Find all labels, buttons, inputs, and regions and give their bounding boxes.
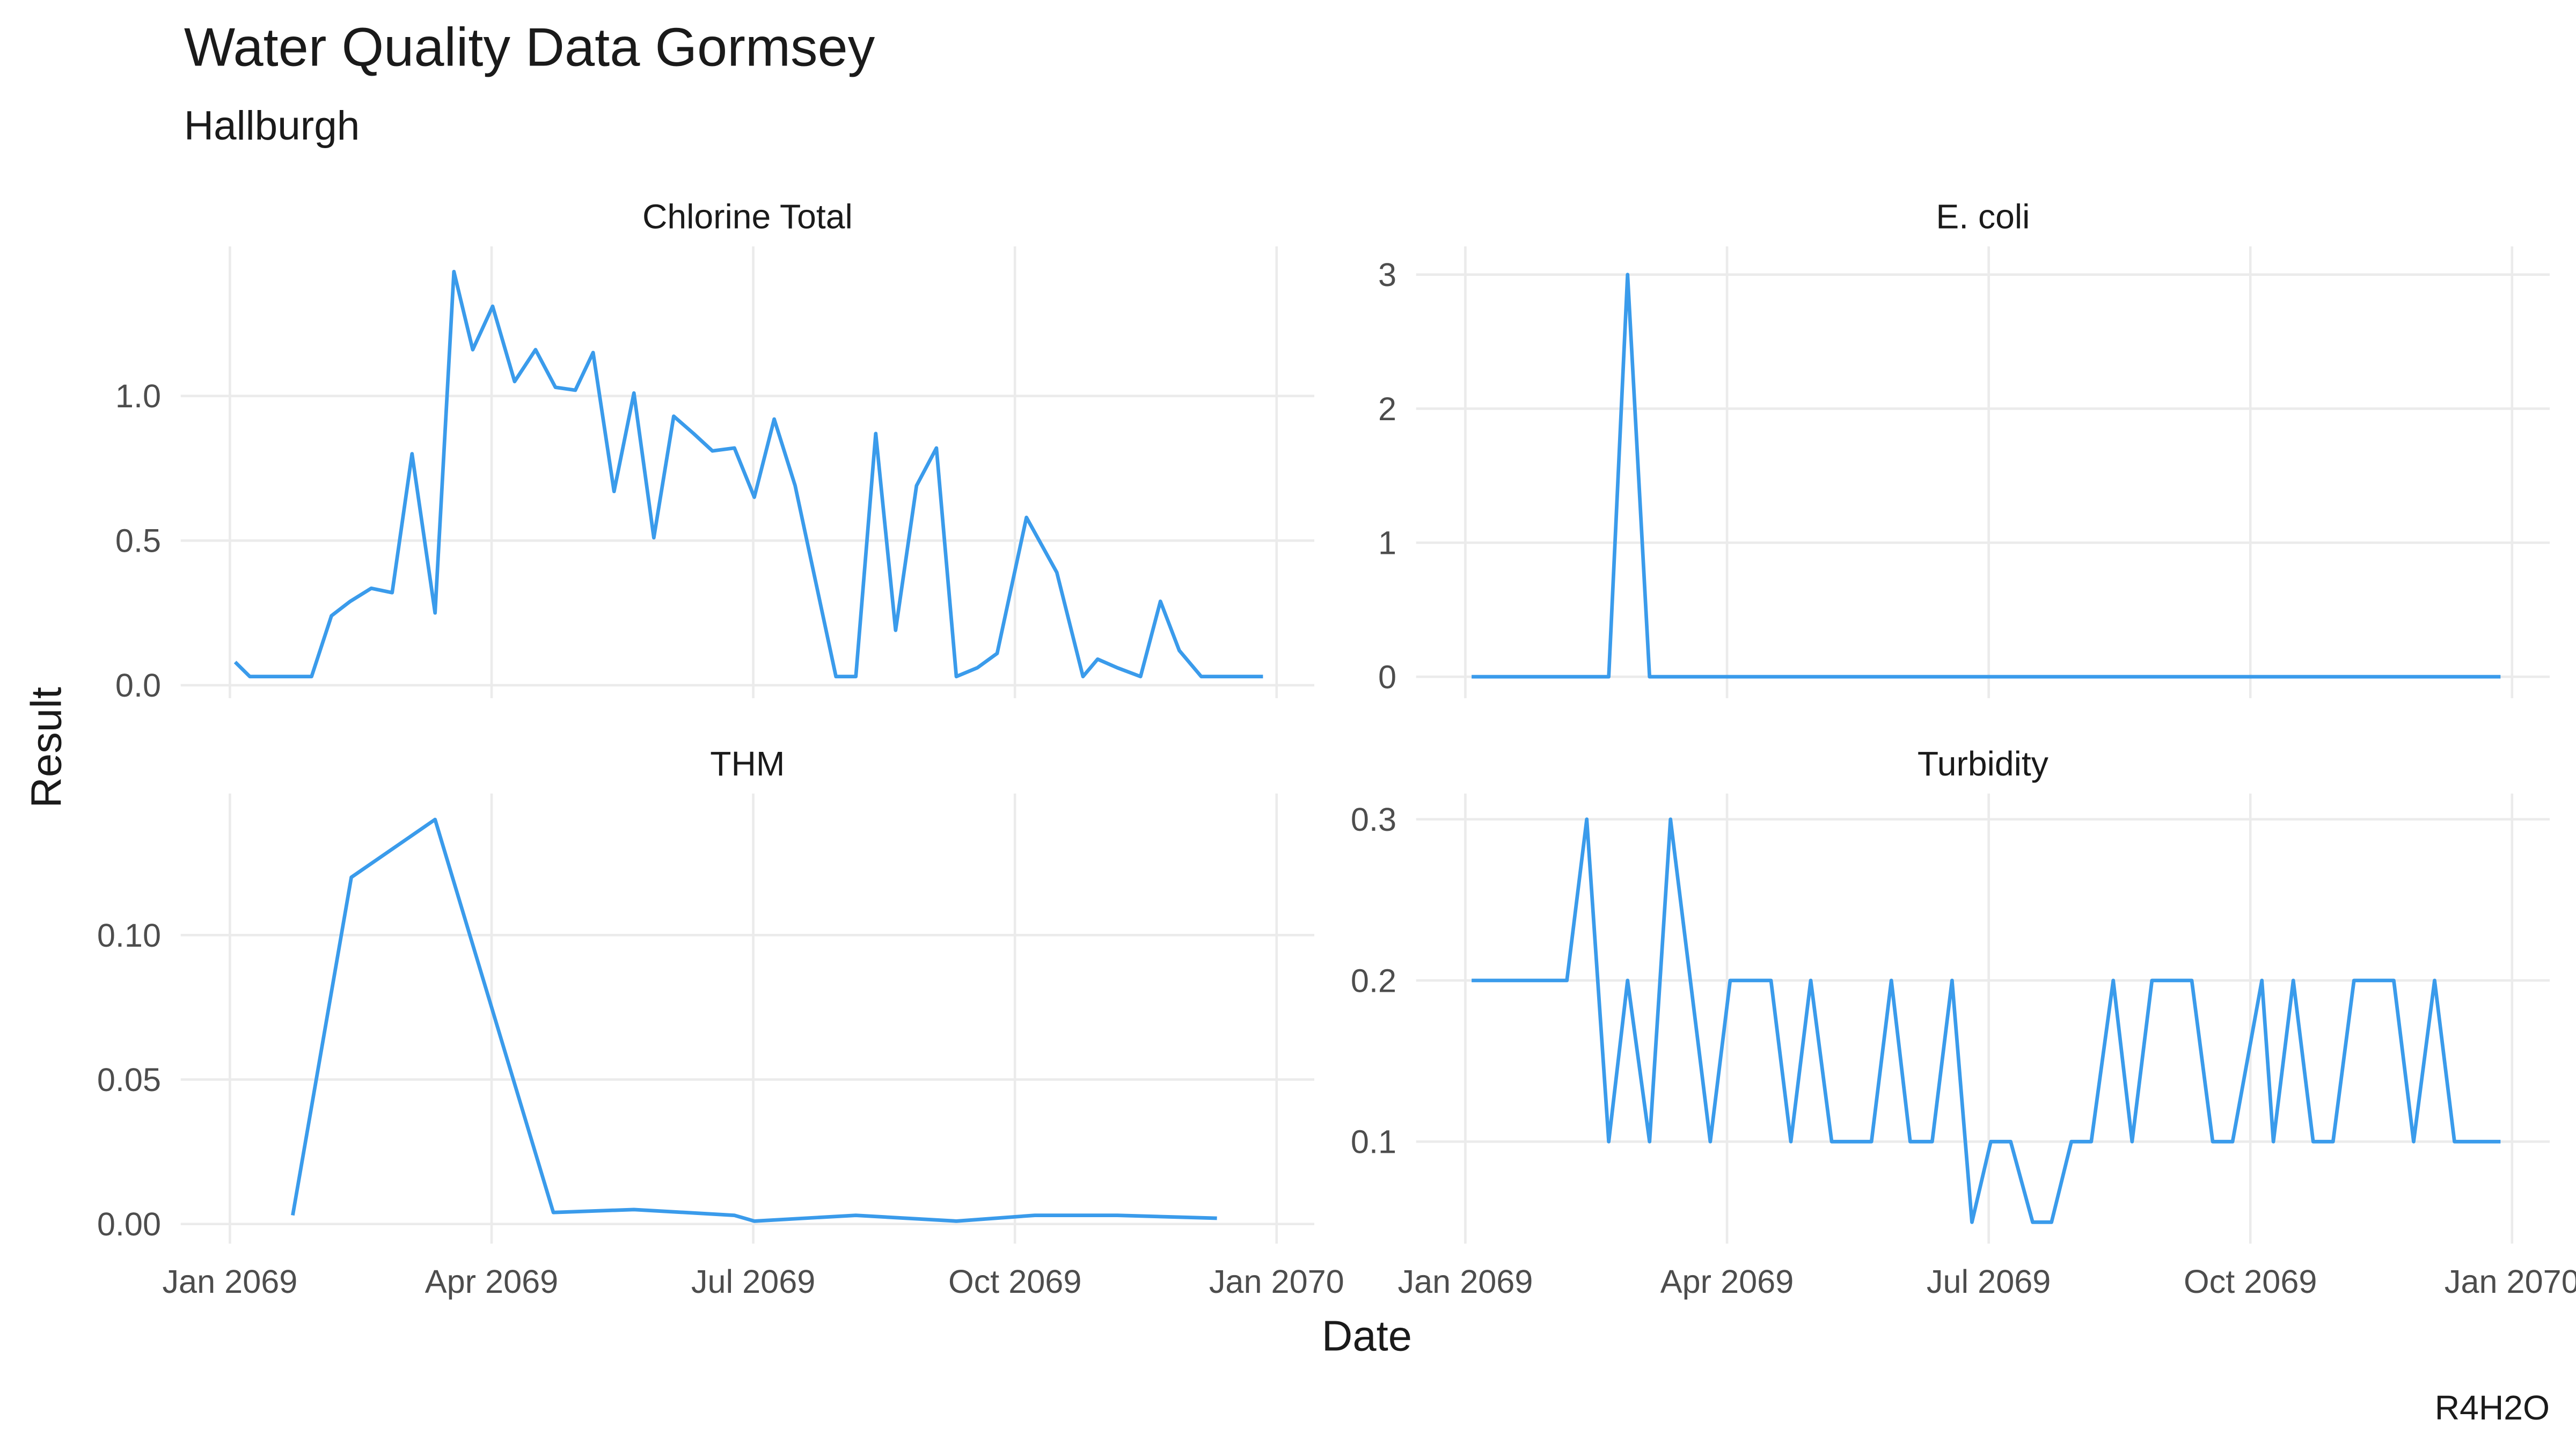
x-tick-label: Jan 2069 [1397,1263,1533,1300]
x-tick-label: Oct 2069 [2184,1263,2317,1300]
y-tick-label: 0.00 [97,1206,161,1242]
y-tick-label: 3 [1378,257,1396,293]
data-line [291,817,1217,1223]
x-tick-label: Jan 2070 [1209,1263,1344,1300]
x-tick-label: Oct 2069 [948,1263,1081,1300]
y-tick-label: 1.0 [115,378,161,414]
y-tick-label: 0.2 [1351,962,1396,999]
y-tick-label: 1 [1378,525,1396,561]
x-tick-label: Jul 2069 [691,1263,815,1300]
data-line [233,269,1263,678]
chart-title: Water Quality Data Gormsey [184,17,875,77]
y-tick-label: 0.0 [115,667,161,704]
x-tick-label: Jan 2070 [2445,1263,2576,1300]
data-line [1472,273,2501,679]
x-tick-label: Apr 2069 [425,1263,558,1300]
x-tick-label: Jan 2069 [162,1263,297,1300]
x-axis-label: Date [1322,1312,1412,1359]
y-tick-label: 0.05 [97,1062,161,1098]
facet-title: THM [710,744,785,783]
caption: R4H2O [2435,1388,2550,1427]
y-tick-label: 0.1 [1351,1124,1396,1160]
y-tick-label: 2 [1378,391,1396,427]
x-tick-label: Jul 2069 [1927,1263,2051,1300]
facet-title: Turbidity [1918,744,2048,783]
facet-title: E. coli [1936,197,2030,236]
x-tick-label: Apr 2069 [1660,1263,1794,1300]
chart-subtitle: Hallburgh [184,103,360,149]
facet-title: Chlorine Total [642,197,853,236]
y-tick-label: 0.10 [97,917,161,954]
y-axis-label: Result [22,687,70,808]
y-tick-label: 0.5 [115,523,161,559]
y-tick-label: 0 [1378,658,1396,695]
data-line [1472,817,2501,1224]
y-tick-label: 0.3 [1351,801,1396,838]
